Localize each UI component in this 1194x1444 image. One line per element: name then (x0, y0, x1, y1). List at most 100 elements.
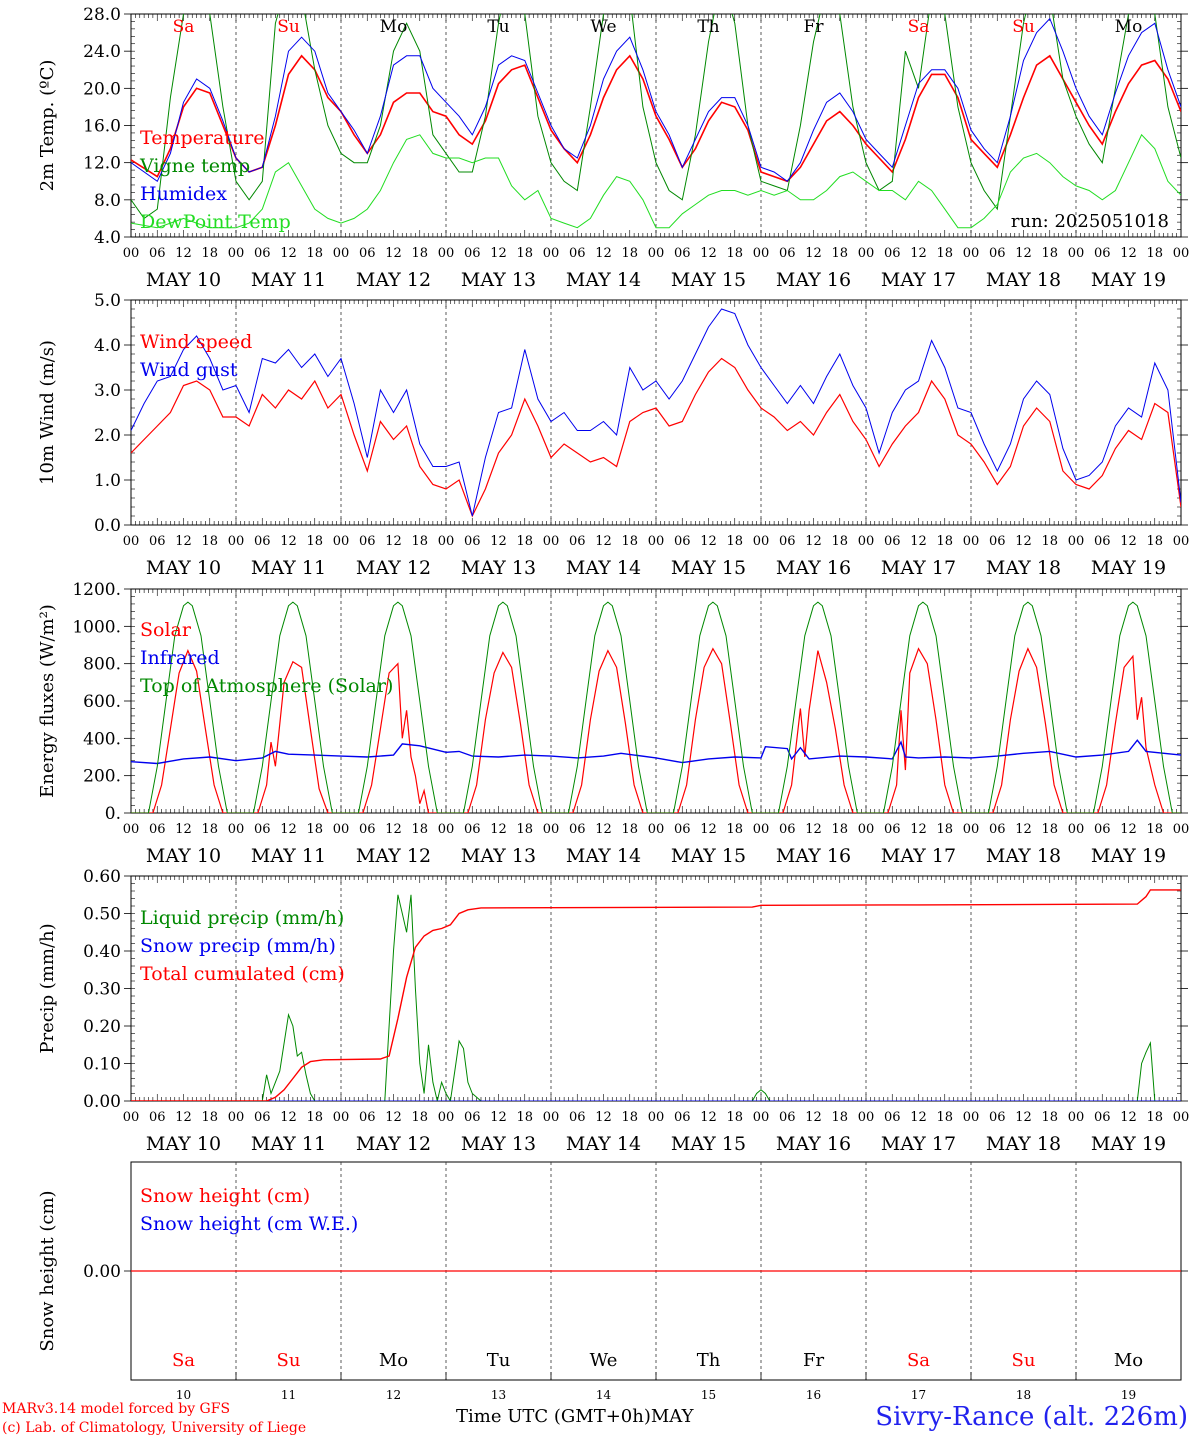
hour-label: 06 (569, 534, 586, 549)
date-label: MAY 17 (881, 269, 956, 291)
hour-label: 00 (648, 246, 665, 261)
hour-label: 06 (149, 246, 166, 261)
hour-label: 06 (464, 1110, 481, 1125)
hour-label: 12 (595, 1110, 612, 1125)
hour-label: 18 (201, 534, 218, 549)
hour-label: 18 (831, 822, 848, 837)
y-axis-label: Precip (mm/h) (37, 923, 58, 1053)
panel-energy: 0. 200. 400. 600. 800. 1000. 1200. Energy fluxe… (37, 580, 1189, 867)
hour-label: 12 (490, 246, 507, 261)
hour-label: 06 (149, 534, 166, 549)
hour-label: 18 (726, 822, 743, 837)
hour-label: 06 (884, 1110, 901, 1125)
hour-label: 00 (438, 534, 455, 549)
date-label: MAY 13 (461, 557, 536, 579)
date-label: MAY 13 (461, 269, 536, 291)
hour-label: 18 (306, 1110, 323, 1125)
hour-label: 18 (306, 246, 323, 261)
hour-label: 00 (753, 246, 770, 261)
hour-label: 12 (1120, 246, 1137, 261)
legend-entry: Snow precip (mm/h) (140, 935, 336, 957)
y-tick-label: 0.0 (94, 516, 121, 536)
hour-label: 18 (936, 1110, 953, 1125)
hour-label: 00 (1173, 1110, 1190, 1125)
hour-label: 00 (963, 1110, 980, 1125)
date-label: MAY 13 (461, 1133, 536, 1155)
legend-entry: Snow height (cm W.E.) (140, 1213, 358, 1235)
y-tick-label: 0.00 (83, 1262, 121, 1282)
hour-label: 06 (254, 246, 271, 261)
hour-label: 06 (1094, 534, 1111, 549)
date-label: MAY 16 (776, 1133, 851, 1155)
hour-label: 00 (438, 246, 455, 261)
y-tick-label: 3.0 (94, 381, 121, 401)
hour-label: 06 (569, 1110, 586, 1125)
hour-label: 18 (1146, 246, 1163, 261)
hour-label: 06 (359, 822, 376, 837)
panel-precip: 0.00 0.10 0.20 0.30 0.40 0.50 0.60 Precip (mm/h… (37, 867, 1189, 1155)
hour-label: 06 (674, 246, 691, 261)
hour-label: 18 (621, 1110, 638, 1125)
y-tick-label: 12.0 (83, 154, 121, 174)
hour-label: 18 (1146, 1110, 1163, 1125)
hour-label: 12 (1015, 534, 1032, 549)
date-label: MAY 18 (986, 269, 1061, 291)
y-tick-label: 1200. (72, 580, 121, 600)
date-label: MAY 14 (566, 1133, 641, 1155)
hour-label: 18 (411, 822, 428, 837)
day-number-label: 16 (806, 1388, 821, 1402)
date-label: MAY 19 (1091, 1133, 1166, 1155)
hour-label: 00 (438, 1110, 455, 1125)
y-axis-label: 2m Temp. (ºC) (37, 60, 58, 192)
hour-label: 06 (989, 1110, 1006, 1125)
run-annotation: run: 2025051018 (1011, 211, 1169, 232)
hour-label: 18 (1146, 822, 1163, 837)
hour-label: 00 (858, 534, 875, 549)
y-tick-label: 1.0 (94, 471, 121, 491)
hour-label: 12 (175, 822, 192, 837)
hour-label: 18 (831, 246, 848, 261)
hour-label: 06 (989, 822, 1006, 837)
hour-label: 12 (385, 534, 402, 549)
hour-label: 00 (648, 534, 665, 549)
hour-label: 00 (123, 822, 140, 837)
day-number-label: 12 (386, 1388, 401, 1402)
hour-label: 06 (254, 534, 271, 549)
hour-label: 00 (543, 246, 560, 261)
weekday-label: Sa (908, 17, 930, 37)
hour-label: 00 (1068, 822, 1085, 837)
hour-label: 06 (149, 822, 166, 837)
hour-label: 00 (228, 534, 245, 549)
hour-label: 06 (1094, 822, 1111, 837)
hour-label: 00 (648, 822, 665, 837)
date-label: MAY 12 (356, 557, 431, 579)
hour-label: 12 (1120, 534, 1137, 549)
weekday-label: Su (277, 1350, 301, 1371)
date-label: MAY 18 (986, 1133, 1061, 1155)
hour-label: 06 (254, 822, 271, 837)
hour-label: 18 (411, 534, 428, 549)
weekday-label: Su (1012, 1350, 1036, 1371)
hour-label: 12 (700, 534, 717, 549)
weekday-label: Su (1012, 17, 1035, 37)
hour-label: 18 (1041, 822, 1058, 837)
hour-label: 00 (228, 246, 245, 261)
date-label: MAY 19 (1091, 269, 1166, 291)
series-line-infrared (131, 739, 1181, 765)
hour-label: 18 (936, 246, 953, 261)
hour-label: 00 (333, 246, 350, 261)
hour-label: 18 (411, 246, 428, 261)
hour-label: 00 (333, 534, 350, 549)
date-label: MAY 16 (776, 557, 851, 579)
hour-label: 12 (1015, 246, 1032, 261)
plot-frame (130, 299, 1182, 526)
y-tick-label: 800. (83, 655, 121, 675)
model-credit: MARv3.14 model forced by GFS (2, 1401, 231, 1417)
hour-label: 00 (648, 1110, 665, 1125)
hour-label: 06 (884, 534, 901, 549)
hour-label: 06 (989, 534, 1006, 549)
date-label: MAY 10 (146, 845, 221, 867)
y-tick-label: 1000. (72, 617, 121, 637)
date-label: MAY 12 (356, 1133, 431, 1155)
date-label: MAY 17 (881, 557, 956, 579)
